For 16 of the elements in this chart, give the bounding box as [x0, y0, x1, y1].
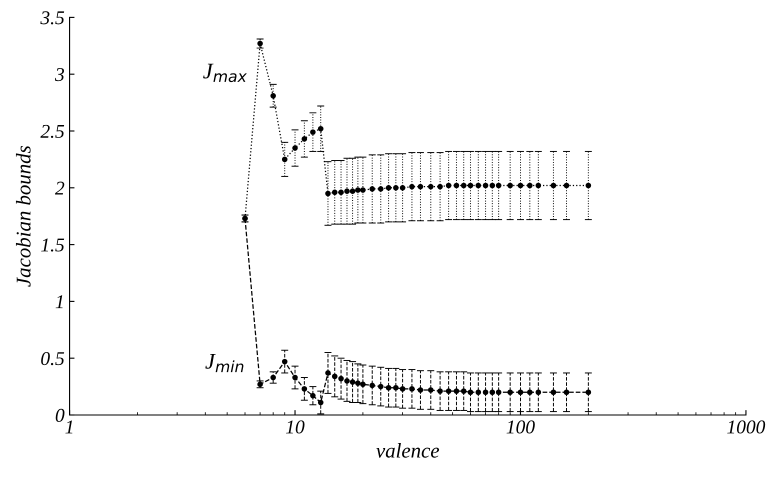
annotation: J$_{max}$: [203, 64, 247, 82]
y-tick-label: 0: [56, 408, 64, 422]
x-axis-title: valence: [376, 443, 440, 458]
x-tick-label: 10: [286, 420, 305, 434]
y-tick-label: 1.5: [41, 238, 64, 252]
y-tick-label: 0.5: [41, 352, 64, 366]
y-axis-title: Jacobian bounds: [16, 146, 31, 287]
y-tick-label: 1: [56, 295, 63, 308]
x-tick-label: 100: [506, 420, 535, 434]
y-tick-label: 2.5: [40, 124, 64, 138]
y-tick-label: 3.5: [40, 11, 64, 24]
x-tick-label: 1000: [727, 420, 766, 434]
annotation: J$_{min}$: [205, 354, 244, 372]
y-tick-label: 3: [54, 68, 64, 82]
x-tick-label: 1: [65, 420, 72, 434]
y-tick-label: 2: [54, 182, 64, 195]
